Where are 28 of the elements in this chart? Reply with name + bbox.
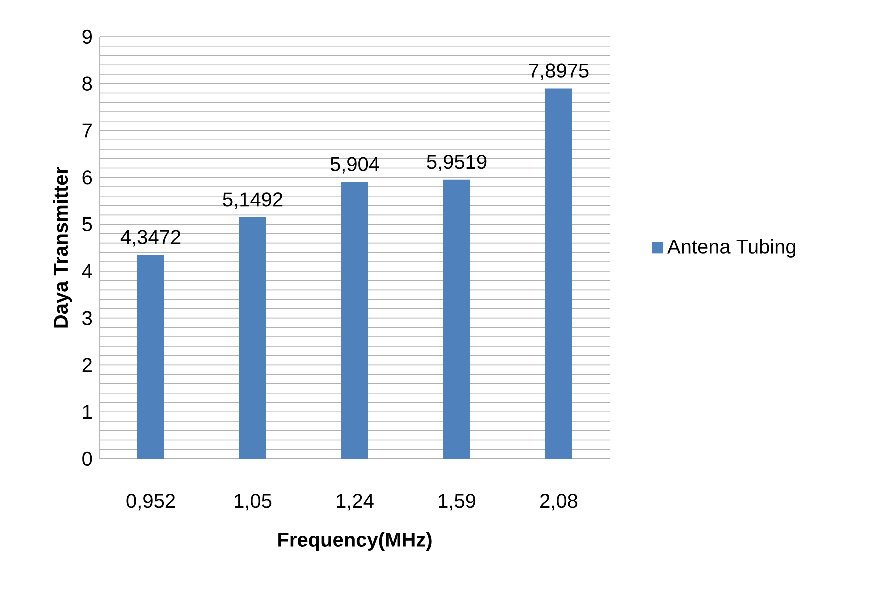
y-tick-label: 5 (82, 218, 92, 232)
bar (342, 182, 369, 459)
bar (138, 255, 165, 459)
x-tick-label: 1,59 (439, 494, 476, 511)
x-axis-title: Frequency(MHz) (278, 532, 432, 551)
x-tick-label: 0,952 (126, 494, 176, 511)
data-label: 4,3472 (120, 230, 181, 247)
y-tick-label: 3 (82, 311, 92, 326)
y-tick-label: 9 (82, 30, 92, 44)
y-tick-label: 7 (82, 124, 92, 138)
y-tick-label: 0 (82, 452, 92, 466)
y-tick-label: 8 (82, 76, 92, 91)
y-tick-label: 2 (82, 358, 92, 372)
x-tick-label: 2,08 (540, 494, 578, 511)
legend-label: Antena Tubing (668, 239, 796, 258)
data-label: 7,8975 (529, 64, 589, 80)
bar (444, 180, 471, 459)
y-tick-label: 4 (82, 264, 92, 278)
x-tick-label: 1,24 (337, 494, 374, 511)
y-tick-label: 1 (83, 405, 92, 419)
bar (240, 218, 267, 459)
data-label: 5,9519 (427, 155, 487, 172)
y-axis-title: Daya Transmitter (53, 167, 72, 328)
data-label: 5,904 (330, 157, 380, 174)
data-label: 5,1492 (223, 192, 283, 210)
bar (546, 88, 572, 459)
y-tick-label: 6 (82, 170, 92, 185)
x-tick-label: 1,05 (235, 494, 272, 511)
